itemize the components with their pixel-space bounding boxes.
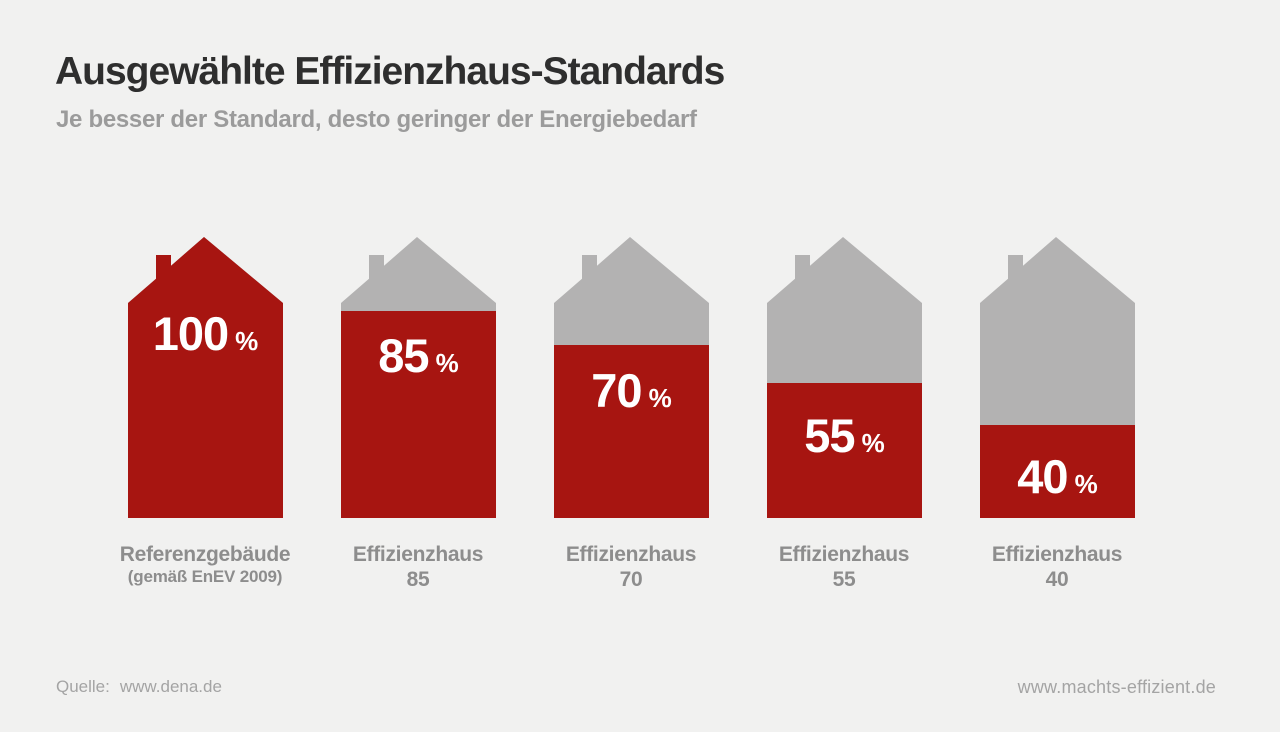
website-url: www.machts-effizient.de bbox=[1017, 677, 1216, 697]
caption-line1: Effizienzhaus bbox=[352, 543, 484, 566]
percent-label: 70% bbox=[554, 367, 709, 414]
percent-label: 100% bbox=[128, 310, 283, 357]
house-icon bbox=[767, 237, 922, 518]
house-effizienzhaus-70: 70% bbox=[554, 235, 709, 518]
caption-line2: (gemäß EnEV 2009) bbox=[127, 567, 283, 587]
energy-fill-bar bbox=[980, 425, 1135, 518]
caption-effizienzhaus-40: Effizienzhaus 40 bbox=[954, 542, 1160, 592]
percent-unit: % bbox=[861, 428, 885, 458]
percent-label: 40% bbox=[980, 453, 1135, 500]
house-effizienzhaus-85: 85% bbox=[341, 235, 496, 518]
percent-label: 85% bbox=[341, 332, 496, 379]
percent-unit: % bbox=[435, 348, 459, 378]
caption-line2: 70 bbox=[619, 568, 643, 592]
house-icon bbox=[980, 237, 1135, 518]
house-icon bbox=[554, 237, 709, 518]
source-label: Quelle: bbox=[56, 677, 110, 696]
caption-line2: 55 bbox=[832, 568, 856, 592]
source-note: Quelle: www.dena.de bbox=[56, 677, 222, 697]
caption-line2: 40 bbox=[1045, 568, 1069, 592]
caption-effizienzhaus-70: Effizienzhaus 70 bbox=[528, 542, 734, 592]
percent-unit: % bbox=[1074, 469, 1098, 499]
caption-referenzgebaeude: Referenzgebäude (gemäß EnEV 2009) bbox=[102, 542, 308, 588]
house-effizienzhaus-40: 40% bbox=[980, 235, 1135, 518]
percent-value: 100 bbox=[152, 307, 229, 360]
percent-unit: % bbox=[648, 383, 672, 413]
page-title: Ausgewählte Effizienzhaus-Standards bbox=[55, 50, 725, 93]
energy-fill-bar bbox=[767, 383, 922, 518]
energy-fill-bar bbox=[554, 345, 709, 518]
percent-value: 70 bbox=[591, 364, 642, 417]
caption-line1: Effizienzhaus bbox=[565, 543, 697, 566]
source-url: www.dena.de bbox=[119, 677, 222, 696]
percent-value: 40 bbox=[1017, 450, 1068, 503]
percent-label: 55% bbox=[767, 412, 922, 459]
house-effizienzhaus-55: 55% bbox=[767, 235, 922, 518]
caption-line2: 85 bbox=[406, 568, 430, 592]
percent-value: 55 bbox=[804, 409, 855, 462]
energy-fill-bar bbox=[128, 237, 283, 518]
caption-effizienzhaus-55: Effizienzhaus 55 bbox=[741, 542, 947, 592]
caption-effizienzhaus-85: Effizienzhaus 85 bbox=[315, 542, 521, 592]
caption-line1: Effizienzhaus bbox=[778, 543, 910, 566]
energy-fill-bar bbox=[341, 311, 496, 518]
percent-value: 85 bbox=[378, 329, 429, 382]
house-icon bbox=[128, 237, 283, 518]
page-subtitle: Je besser der Standard, desto geringer d… bbox=[56, 106, 697, 133]
caption-line1: Referenzgebäude bbox=[119, 543, 291, 566]
caption-line1: Effizienzhaus bbox=[991, 543, 1123, 566]
percent-unit: % bbox=[235, 326, 259, 356]
house-referenzgebaeude: 100% bbox=[128, 235, 283, 518]
house-icon bbox=[341, 237, 496, 518]
